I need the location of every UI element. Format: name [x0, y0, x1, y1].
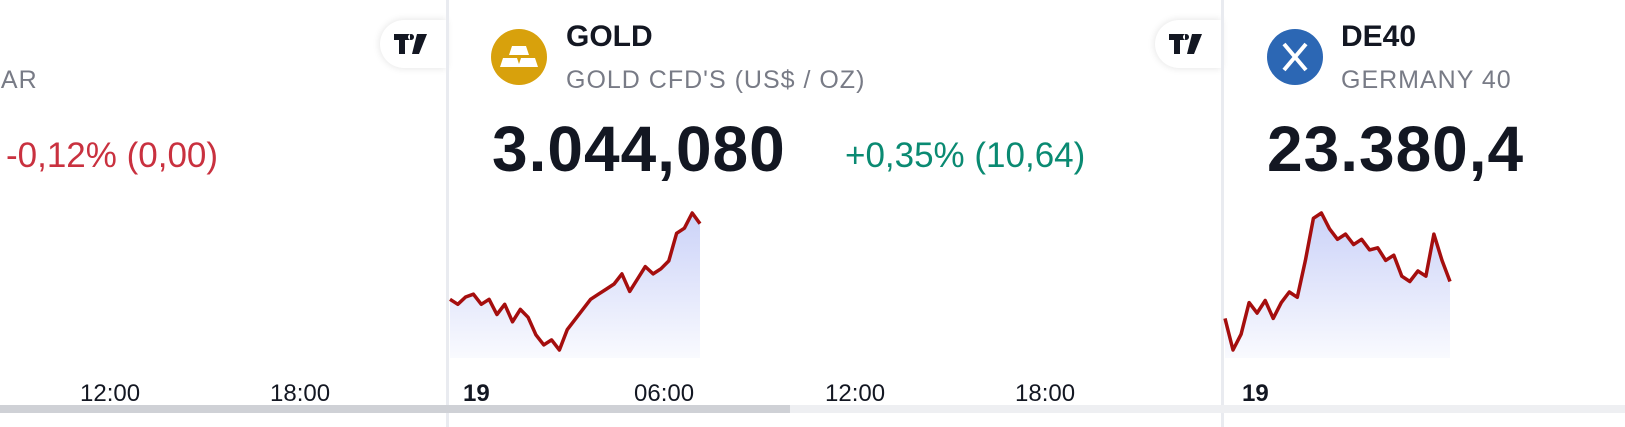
symbol: GOLD	[566, 20, 653, 53]
tradingview-logo	[394, 34, 427, 54]
gold-icon	[491, 29, 547, 85]
symbol-description: LAR	[0, 66, 38, 94]
sparkline	[1223, 211, 1452, 352]
icon-glyph	[500, 46, 538, 67]
time-label: 19	[463, 380, 490, 407]
time-label: 12:00	[825, 380, 886, 407]
time-label: 18:00	[1015, 380, 1076, 407]
time-label: 18:00	[270, 380, 331, 407]
time-label: 06:00	[634, 380, 695, 407]
time-label: 19	[1242, 380, 1269, 407]
scrollbar-track[interactable]	[0, 405, 1625, 413]
symbol-description: GOLD CFD'S (US$ / OZ)	[566, 66, 866, 94]
tradingview-badge[interactable]	[1155, 20, 1221, 68]
de40-icon	[1267, 29, 1323, 85]
last-price: 23.380,4	[1267, 113, 1525, 185]
sparkline-area	[1225, 213, 1450, 358]
logo-glyph	[394, 34, 427, 54]
tradingview-badge[interactable]	[380, 20, 446, 68]
sparkline-area	[450, 213, 700, 358]
symbol-description: GERMANY 40	[1341, 66, 1512, 94]
price-change: +0,35% (10,64)	[845, 136, 1086, 175]
tradingview-logo	[1169, 34, 1202, 54]
last-price: 3.044,080	[492, 113, 786, 185]
icon-circle	[491, 29, 547, 85]
panel-divider	[446, 0, 449, 427]
symbol: DE40	[1341, 20, 1417, 53]
price-change: -0,12% (0,00)	[6, 136, 219, 175]
sparkline	[449, 211, 702, 352]
logo-glyph	[1169, 34, 1202, 54]
icon-glyph	[1282, 42, 1308, 72]
panel-divider	[1221, 0, 1224, 427]
time-label: 12:00	[80, 380, 141, 407]
scrollbar-thumb[interactable]	[0, 405, 790, 413]
